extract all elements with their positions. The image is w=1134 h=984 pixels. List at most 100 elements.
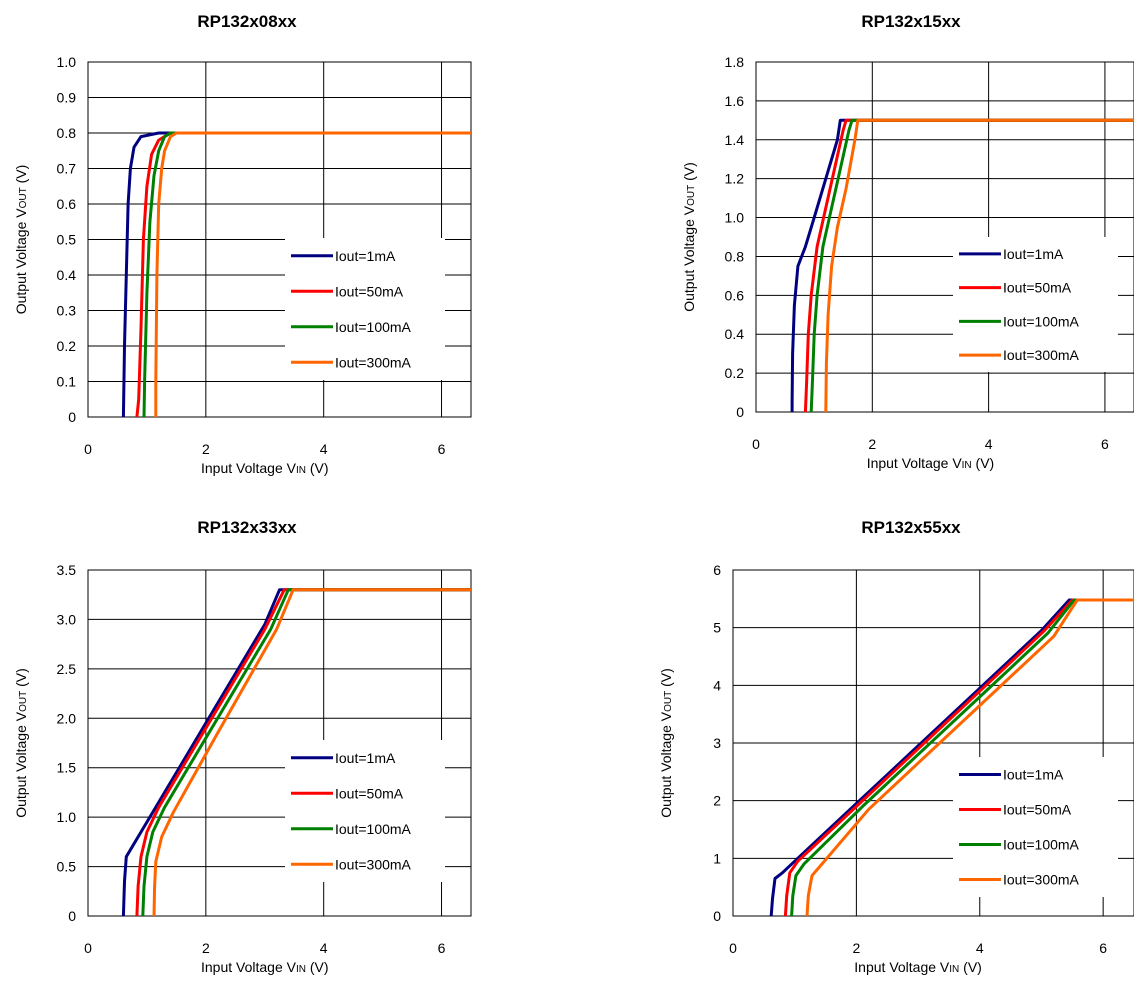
- chart-title: RP132x55xx: [861, 518, 961, 537]
- series-line-2: [803, 118, 1134, 412]
- x-axis-label: Input Voltage VIN (V): [854, 959, 982, 975]
- x-axis-label: Input Voltage VIN (V): [201, 460, 329, 476]
- y-tick-label: 1.8: [725, 54, 745, 70]
- y-tick-label: 0.5: [57, 859, 77, 875]
- series-line-3: [142, 131, 471, 417]
- y-tick-label: 0: [68, 908, 76, 924]
- x-tick-label: 6: [438, 441, 446, 457]
- y-tick-label: 4: [713, 677, 721, 693]
- y-tick-label: 1.2: [725, 171, 745, 187]
- y-axis-label: Output Voltage VOUT (V): [13, 165, 29, 315]
- y-tick-label: 0.4: [725, 326, 745, 342]
- x-tick-label: 4: [985, 436, 993, 452]
- series-line-1: [769, 598, 1134, 916]
- x-tick-label: 4: [320, 441, 328, 457]
- x-tick-label: 2: [852, 940, 860, 956]
- chart-1: RP132x08xx 0 0.1 0.2 0.3 0.4 0.5 0.6 0.7 0.8 0.9 1.…: [13, 12, 472, 476]
- legend-box: [953, 237, 1118, 372]
- legend: Iout=1mA Iout=50mA Iout=100mA Iout=300mA: [285, 238, 445, 380]
- legend-label-4: Iout=300mA: [335, 354, 412, 370]
- series-group: [790, 118, 1134, 412]
- y-tick-label: 2.0: [57, 710, 77, 726]
- legend-box: [285, 238, 445, 380]
- y-tick-label: 0.6: [57, 196, 77, 212]
- x-tick-label: 6: [1101, 436, 1109, 452]
- x-tick-label: 2: [202, 940, 210, 956]
- y-tick-label: 1.0: [725, 210, 745, 226]
- x-axis-label: Input Voltage VIN (V): [867, 455, 995, 471]
- x-tick-label: 2: [868, 436, 876, 452]
- y-tick-label: 1: [713, 850, 721, 866]
- legend-box: [953, 757, 1118, 897]
- legend: Iout=1mA Iout=50mA Iout=100mA Iout=300mA: [953, 237, 1118, 372]
- legend-label-2: Iout=50mA: [335, 785, 404, 801]
- legend-label-4: Iout=300mA: [335, 856, 412, 872]
- plot-frame: [732, 569, 1134, 917]
- legend: Iout=1mA Iout=50mA Iout=100mA Iout=300mA: [953, 757, 1118, 897]
- x-tick-label: 0: [729, 940, 737, 956]
- chart-title: RP132x08xx: [197, 12, 297, 31]
- series-group: [769, 598, 1134, 916]
- chart-title: RP132x33xx: [197, 518, 297, 537]
- y-tick-label: 6: [713, 562, 721, 578]
- y-tick-label: 5: [713, 620, 721, 636]
- y-tick-label: 2.5: [57, 661, 77, 677]
- x-tick-label: 0: [84, 940, 92, 956]
- y-tick-label: 2: [713, 793, 721, 809]
- legend-label-1: Iout=1mA: [335, 750, 396, 766]
- series-line-1: [121, 131, 471, 417]
- series-line-2: [135, 588, 471, 916]
- series-line-3: [141, 588, 471, 916]
- series-group: [121, 131, 471, 417]
- legend-label-2: Iout=50mA: [1003, 280, 1072, 296]
- y-tick-label: 0.5: [57, 232, 77, 248]
- y-tick-label: 1.0: [57, 809, 77, 825]
- series-line-4: [824, 118, 1134, 412]
- legend-label-4: Iout=300mA: [1003, 347, 1080, 363]
- y-tick-label: 3.5: [57, 562, 77, 578]
- legend-label-3: Iout=100mA: [1003, 837, 1080, 853]
- y-tick-label: 1.6: [725, 93, 745, 109]
- y-tick-label: 1.0: [57, 54, 77, 70]
- y-tick-label: 0.1: [57, 374, 77, 390]
- x-tick-label: 0: [84, 441, 92, 457]
- y-tick-label: 0.2: [725, 365, 745, 381]
- y-tick-label: 0.4: [57, 267, 77, 283]
- y-tick-label: 0.8: [57, 125, 77, 141]
- y-tick-label: 0.7: [57, 161, 77, 177]
- y-tick-label: 0.9: [57, 90, 77, 106]
- legend-label-1: Iout=1mA: [1003, 767, 1064, 783]
- y-tick-label: 3.0: [57, 611, 77, 627]
- y-tick-label: 1.4: [725, 132, 745, 148]
- series-group: [121, 588, 471, 916]
- legend-box: [285, 740, 445, 882]
- y-tick-label: 0.3: [57, 303, 77, 319]
- plot-frame: [755, 61, 1134, 413]
- x-tick-label: 4: [976, 940, 984, 956]
- series-line-1: [790, 118, 1134, 412]
- plot-frame: [87, 61, 472, 418]
- chart-4: RP132x55xx 0 1 2 3 4 5 6 0 2 4 6 Input Voltage VIN (…: [658, 518, 1134, 975]
- legend-label-1: Iout=1mA: [1003, 246, 1064, 262]
- x-tick-label: 6: [438, 940, 446, 956]
- legend-label-2: Iout=50mA: [1003, 802, 1072, 818]
- y-tick-label: 0: [736, 404, 744, 420]
- chart-3: RP132x33xx 0 0.5 1.0 1.5 2.0 2.5 3.0 3.5 0 2 4 6 Inpu…: [13, 518, 472, 975]
- x-axis-label: Input Voltage VIN (V): [201, 959, 329, 975]
- y-tick-label: 0: [68, 409, 76, 425]
- legend-label-3: Iout=100mA: [335, 319, 412, 335]
- series-line-4: [152, 588, 471, 916]
- plot-frame: [87, 569, 472, 917]
- series-line-1: [121, 588, 471, 916]
- y-tick-label: 0: [713, 908, 721, 924]
- series-line-4: [154, 131, 471, 417]
- chart-title: RP132x15xx: [861, 12, 961, 31]
- legend: Iout=1mA Iout=50mA Iout=100mA Iout=300mA: [285, 740, 445, 882]
- legend-label-1: Iout=1mA: [335, 248, 396, 264]
- chart-2: RP132x15xx 0 0.2 0.4 0.6 0.8 1.0 1.2 1.4 1.6 1.8 0 2…: [681, 12, 1134, 471]
- y-tick-label: 3: [713, 735, 721, 751]
- legend-label-2: Iout=50mA: [335, 283, 404, 299]
- legend-label-3: Iout=100mA: [1003, 313, 1080, 329]
- y-tick-label: 0.8: [725, 248, 745, 264]
